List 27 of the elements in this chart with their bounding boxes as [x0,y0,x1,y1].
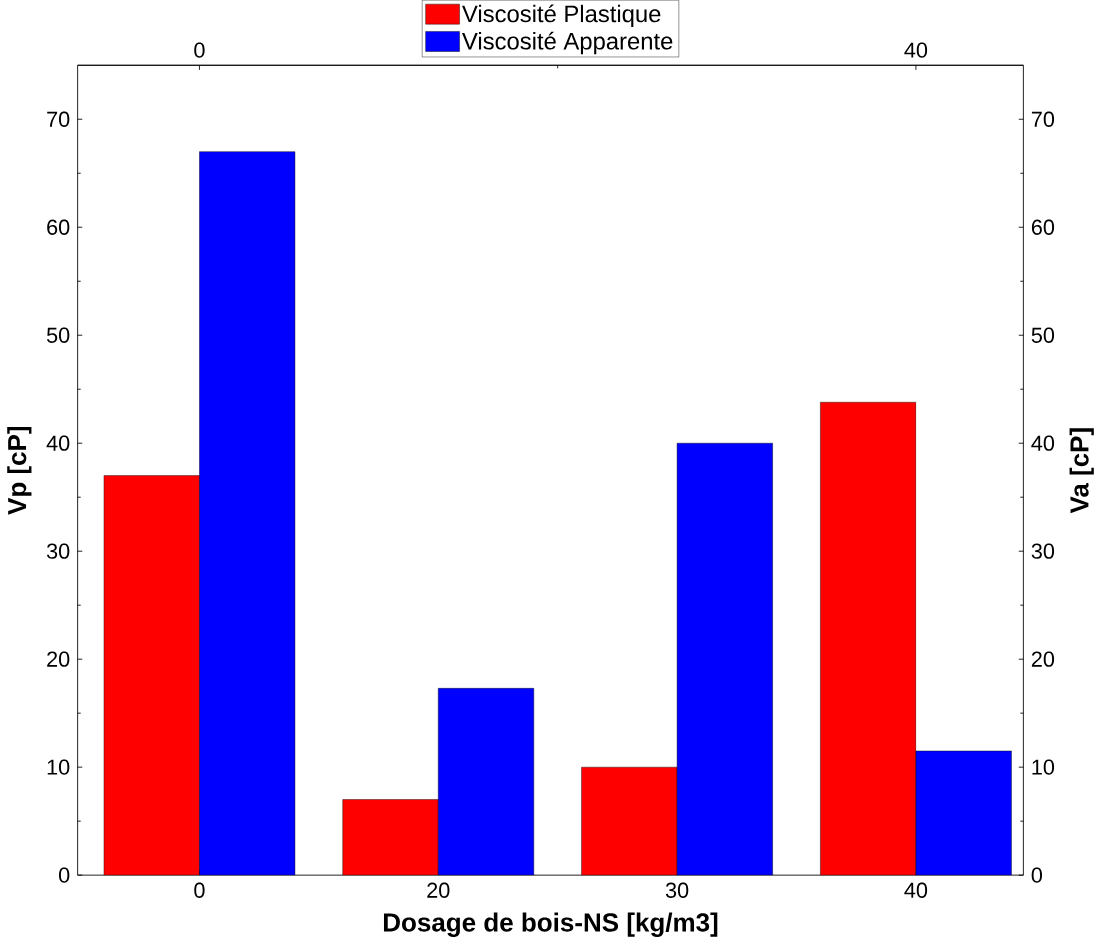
y2-tick-label: 60 [1031,219,1055,235]
y-tick-label: 30 [46,543,70,559]
y-axis-title: Vp [cP] [7,426,32,515]
y2-tick-label: 40 [1031,435,1055,451]
y2-axis-title: Va [cP] [1069,428,1094,514]
y2-tick-label: 20 [1031,651,1055,667]
y-tick-label: 60 [47,219,70,235]
y-tick-label: 40 [46,435,70,451]
y2-tick-label: 70 [1031,111,1055,127]
y-tick-label: 0 [59,867,70,883]
y-tick-label: 50 [46,327,70,343]
x-axis-title: Dosage de bois-NS [kg/m3] [383,912,718,937]
x2-tick-label: 0 [194,42,205,58]
y2-tick-label: 0 [1031,867,1043,883]
y-tick-label: 70 [47,111,70,127]
legend-label: Viscosité Apparente [462,31,673,55]
x-tick-label: 30 [665,882,689,898]
y-tick-label: 20 [47,651,70,667]
x2-tick-label: 40 [904,42,928,58]
y-tick-label: 10 [47,759,70,775]
y2-tick-label: 50 [1031,327,1055,343]
x-tick-label: 40 [904,882,928,898]
y2-tick-label: 30 [1031,543,1055,559]
legend-label: Viscosité Plastique [462,4,661,27]
x-tick-label: 0 [194,882,205,898]
x-tick-label: 20 [427,882,450,898]
y2-tick-label: 10 [1032,759,1055,775]
